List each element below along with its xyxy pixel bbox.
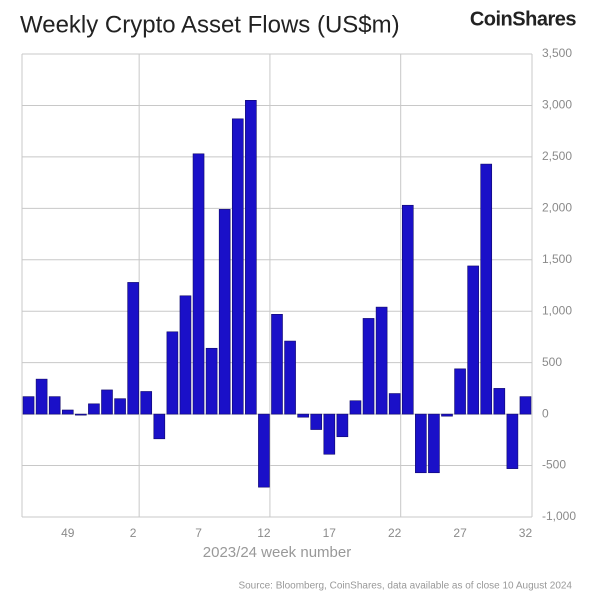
bar <box>258 413 270 488</box>
bar <box>192 153 205 415</box>
bar <box>179 295 192 415</box>
x-tick-label: 27 <box>453 526 467 540</box>
bar <box>114 398 126 415</box>
bar <box>218 209 231 415</box>
brand-logo: CoinShares <box>470 8 577 30</box>
bar <box>231 118 244 415</box>
bar <box>166 331 179 415</box>
bar <box>336 413 349 438</box>
bar <box>153 413 166 440</box>
bar <box>35 378 48 415</box>
bar <box>401 204 414 415</box>
y-tick-label: -1,000 <box>542 509 576 523</box>
bar <box>519 396 532 415</box>
bar <box>506 413 519 469</box>
y-tick-label: 1,500 <box>542 252 572 266</box>
bar <box>61 409 74 415</box>
bar <box>454 368 466 415</box>
bar <box>127 282 139 415</box>
bar <box>493 388 506 415</box>
bar <box>284 340 296 415</box>
source-note: Source: Bloomberg, CoinShares, data avai… <box>238 581 572 592</box>
x-tick-label: 49 <box>61 526 75 540</box>
bar <box>297 413 309 418</box>
bar <box>310 413 323 430</box>
bar <box>415 413 427 474</box>
bar <box>467 265 479 415</box>
y-tick-label: 3,000 <box>542 98 572 112</box>
y-tick-label: 0 <box>542 406 549 420</box>
y-tick-label: 2,500 <box>542 149 572 163</box>
y-tick-label: 3,500 <box>542 46 572 60</box>
bar <box>140 391 153 415</box>
bar <box>271 314 283 415</box>
bar <box>428 413 440 474</box>
x-tick-label: 7 <box>195 526 202 540</box>
x-tick-label: 32 <box>519 526 533 540</box>
bar <box>88 403 100 415</box>
y-tick-label: 1,000 <box>542 303 572 317</box>
bar <box>388 393 401 415</box>
bar <box>245 100 257 415</box>
x-axis-label: 2023/24 week number <box>203 544 351 561</box>
x-tick-label: 12 <box>257 526 271 540</box>
bar <box>323 413 336 455</box>
x-tick-label: 17 <box>323 526 337 540</box>
bar <box>48 396 61 415</box>
y-tick-label: -500 <box>542 458 566 472</box>
y-tick-label: 2,000 <box>542 201 572 215</box>
bar <box>349 400 362 415</box>
x-tick-label: 22 <box>388 526 402 540</box>
chart-title: Weekly Crypto Asset Flows (US$m) <box>20 11 400 38</box>
x-tick-label: 2 <box>130 526 137 540</box>
bar <box>22 396 35 415</box>
bar <box>375 306 388 415</box>
bar <box>205 347 218 415</box>
bar <box>480 163 493 415</box>
bar <box>101 389 113 415</box>
y-tick-label: 500 <box>542 355 562 369</box>
bar <box>362 318 375 415</box>
bar <box>441 413 453 417</box>
bar <box>75 413 87 416</box>
